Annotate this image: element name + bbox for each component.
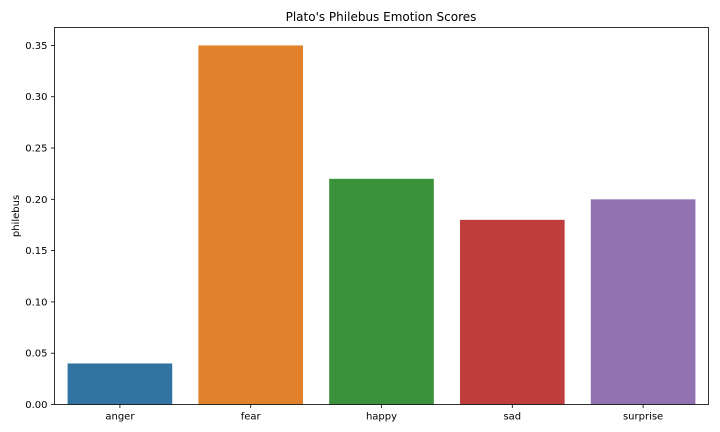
y-tick-label-2: 0.10 — [25, 297, 47, 308]
bar-surprise — [590, 199, 696, 405]
chart-title: Plato's Philebus Emotion Scores — [286, 10, 477, 24]
y-tick-label-4: 0.20 — [25, 195, 47, 206]
plot-frame — [54, 27, 709, 405]
bar-fear — [198, 45, 304, 405]
x-tick-label-happy: happy — [366, 412, 397, 423]
x-axis: anger fear happy sad surprise — [105, 404, 663, 423]
bar-sad — [459, 219, 565, 405]
x-tick-label-anger: anger — [105, 412, 135, 423]
bar-happy — [329, 178, 434, 405]
y-tick-label-5: 0.25 — [25, 144, 47, 155]
bars-group — [67, 45, 696, 405]
y-axis-label: philebus — [11, 195, 22, 237]
y-tick-label-7: 0.35 — [25, 41, 47, 52]
y-tick-label-1: 0.05 — [25, 349, 47, 360]
x-tick-label-surprise: surprise — [623, 412, 663, 423]
y-axis: 0.00 0.05 0.10 0.15 0.20 0.25 0.30 0.35 — [25, 41, 55, 411]
y-tick-label-6: 0.30 — [25, 92, 47, 103]
y-tick-label-3: 0.15 — [25, 246, 47, 257]
x-tick-label-sad: sad — [503, 412, 521, 423]
y-tick-label-0: 0.00 — [25, 400, 47, 411]
bar-anger — [67, 363, 173, 405]
x-tick-label-fear: fear — [241, 412, 262, 423]
